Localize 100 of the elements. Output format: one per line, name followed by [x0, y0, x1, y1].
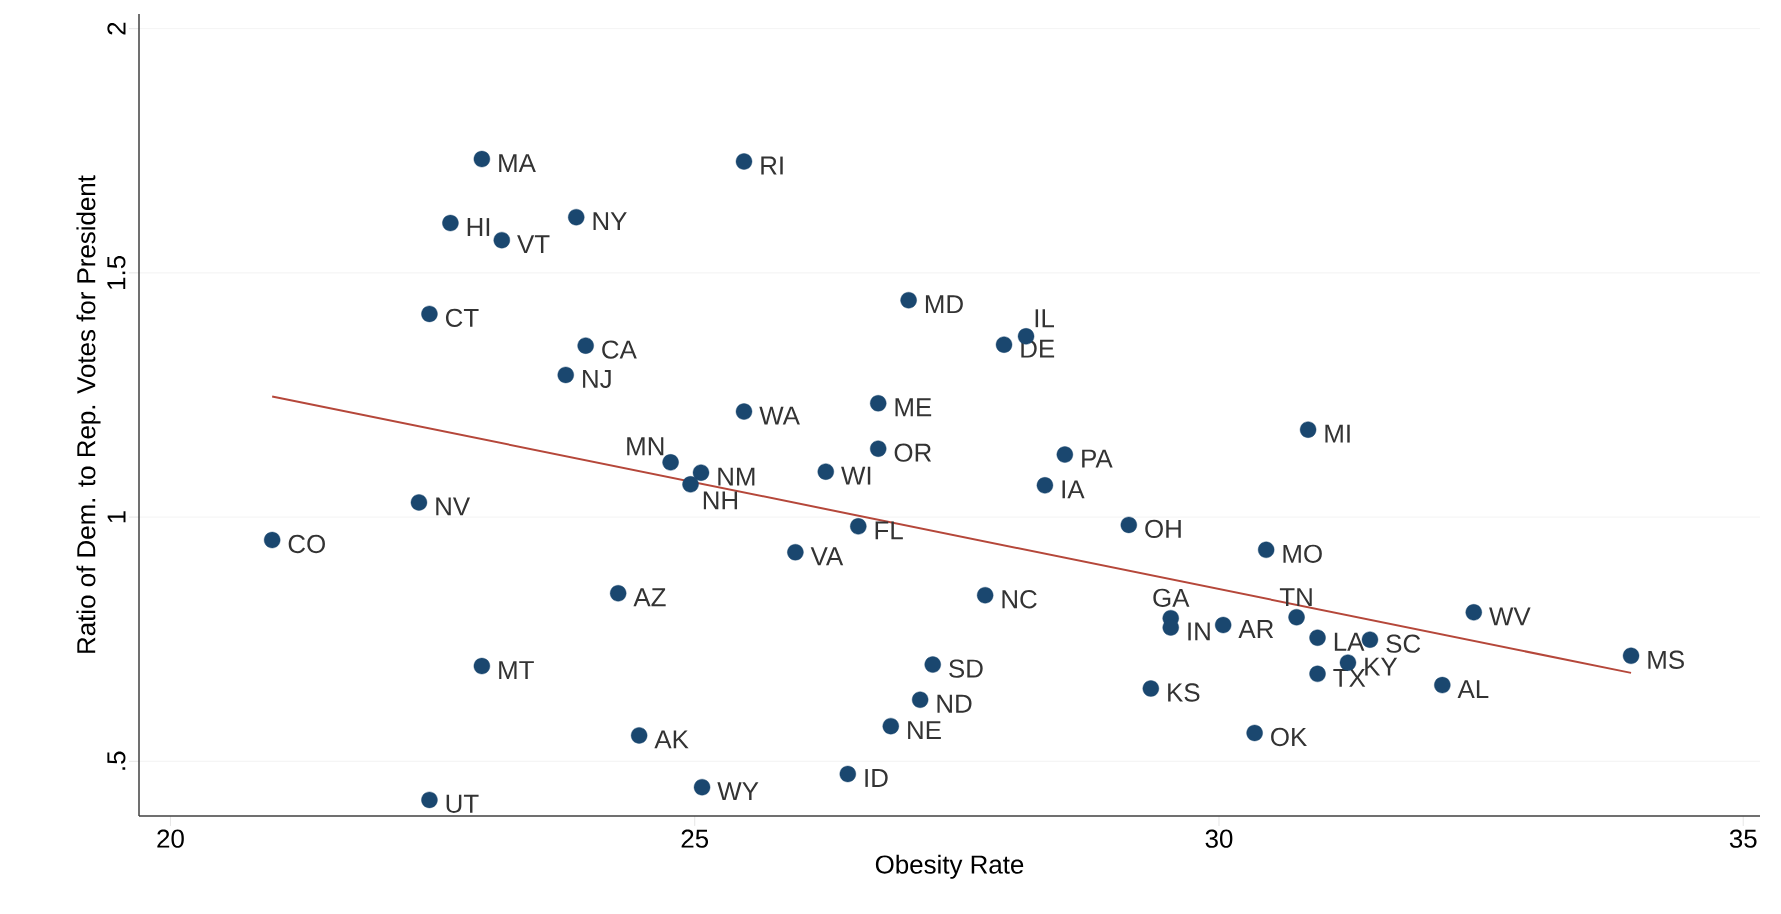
point	[817, 463, 834, 480]
annotation: AZ	[633, 588, 666, 607]
point	[421, 305, 438, 323]
annotation: NE	[908, 721, 941, 740]
point	[735, 153, 753, 170]
annotation: ND	[937, 694, 972, 713]
point	[609, 585, 627, 602]
annotation: AK	[654, 730, 689, 749]
point	[557, 366, 574, 384]
point	[900, 292, 917, 309]
point	[263, 531, 281, 549]
annotation: LA	[1334, 632, 1365, 651]
annotation: CT	[445, 308, 479, 328]
annotation: WV	[1489, 607, 1531, 626]
annotation: ME	[895, 398, 932, 417]
point	[870, 440, 887, 457]
point	[911, 691, 929, 708]
annotation: VA	[810, 547, 844, 566]
annotation: CO	[288, 534, 325, 554]
point	[473, 150, 491, 168]
point	[410, 494, 428, 511]
point	[1246, 724, 1263, 742]
annotation: WA	[759, 406, 800, 425]
y-tick-label: 2	[107, 22, 126, 35]
annotation: GA	[1153, 588, 1190, 607]
annotation: NC	[1002, 590, 1037, 609]
point	[1434, 676, 1451, 694]
x-tick-label: 25	[681, 829, 709, 848]
y-axis-title: Ratio of Dem. to Rep. Votes for President	[76, 175, 101, 653]
point	[1288, 609, 1305, 626]
point	[1056, 446, 1074, 463]
point	[568, 208, 585, 226]
point	[682, 476, 699, 493]
annotation: HI	[467, 218, 490, 236]
point	[493, 231, 510, 249]
point	[442, 214, 459, 232]
point	[735, 403, 753, 420]
annotation: MI	[1325, 424, 1350, 443]
y-tick-label: 1	[107, 511, 126, 523]
annotation: WI	[841, 466, 871, 485]
annotation: MD	[925, 295, 963, 314]
annotation: WY	[717, 782, 759, 801]
annotation: UT	[446, 794, 479, 813]
annotation: FL	[875, 521, 903, 540]
annotation: SC	[1386, 634, 1421, 653]
annotation: NM	[718, 467, 755, 486]
point	[693, 778, 711, 796]
annotation: NH	[703, 491, 738, 510]
annotation: ID	[865, 769, 888, 787]
point	[1622, 647, 1640, 664]
point	[1309, 665, 1326, 683]
annotation: KY	[1365, 657, 1398, 676]
point	[850, 518, 867, 535]
annotation: AL	[1457, 680, 1489, 699]
point	[577, 337, 594, 354]
point	[662, 454, 679, 471]
point	[924, 656, 941, 673]
point	[1257, 541, 1275, 558]
annotation: PA	[1082, 449, 1113, 468]
point	[995, 336, 1013, 353]
point	[1309, 629, 1326, 646]
point	[1120, 516, 1138, 534]
annotation: VT	[517, 235, 550, 254]
point	[692, 464, 710, 481]
annotation: MO	[1283, 544, 1322, 563]
annotation: MT	[499, 661, 534, 679]
point	[1214, 616, 1232, 634]
point	[473, 657, 491, 675]
annotation: AR	[1238, 620, 1274, 638]
point	[630, 727, 648, 744]
annotation: TX	[1333, 668, 1366, 687]
x-tick-label: 20	[157, 829, 184, 848]
point	[421, 791, 438, 809]
annotation: SD	[949, 659, 983, 678]
annotation: OR	[894, 443, 932, 462]
annotation: TN	[1279, 588, 1312, 607]
annotation: NY	[593, 212, 627, 231]
point	[1299, 421, 1317, 438]
point	[1142, 680, 1160, 697]
y-tick-label: 1.5	[107, 255, 126, 289]
annotation: IL	[1035, 309, 1054, 328]
annotation: NV	[436, 497, 471, 516]
annotation: NJ	[583, 369, 611, 388]
annotation: CA	[602, 340, 637, 359]
point	[839, 765, 856, 783]
x-tick-label: 35	[1729, 829, 1757, 848]
point	[976, 587, 994, 604]
annotation: RI	[761, 156, 783, 175]
annotation: KS	[1168, 683, 1200, 702]
x-axis-title: Obesity Rate	[875, 854, 1024, 879]
annotation: MS	[1648, 650, 1684, 669]
annotation: MA	[499, 154, 536, 172]
annotation: IA	[1062, 480, 1085, 499]
annotation: OK	[1271, 727, 1307, 747]
annotation: MN	[627, 437, 664, 456]
point	[882, 717, 899, 735]
point	[787, 544, 804, 561]
annotation: IN	[1188, 622, 1210, 641]
point	[870, 395, 887, 412]
point	[1036, 477, 1054, 494]
